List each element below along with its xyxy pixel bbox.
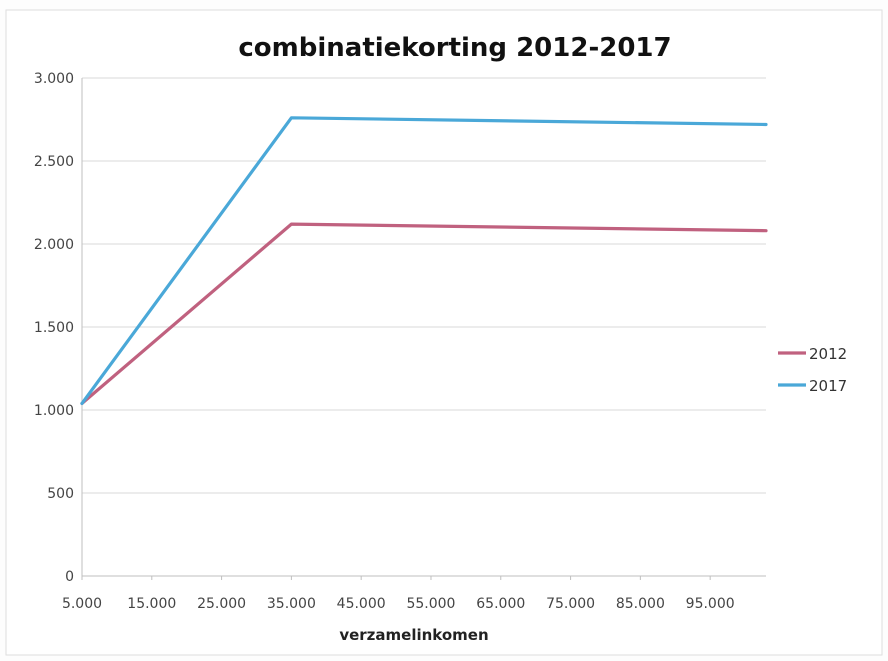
y-tick-label: 2.000 bbox=[34, 237, 74, 253]
axes bbox=[81, 78, 766, 580]
chart-title: combinatiekorting 2012-2017 bbox=[238, 33, 671, 63]
legend-label-2017: 2017 bbox=[809, 377, 847, 395]
y-tick-label: 0 bbox=[65, 569, 74, 585]
x-tick-label: 75.000 bbox=[546, 596, 595, 612]
x-tick-label: 65.000 bbox=[476, 596, 525, 612]
x-tick-label: 45.000 bbox=[337, 596, 386, 612]
series-line-2012 bbox=[80, 222, 768, 405]
x-tick-label: 25.000 bbox=[197, 596, 246, 612]
gridlines bbox=[82, 77, 766, 577]
y-tick-label: 500 bbox=[47, 486, 74, 502]
y-tick-label: 1.000 bbox=[34, 403, 74, 419]
y-tick-label: 3.000 bbox=[34, 71, 74, 87]
series-line-2017 bbox=[80, 116, 768, 405]
x-tick-label: 55.000 bbox=[406, 596, 455, 612]
y-tick-label: 1.500 bbox=[34, 320, 74, 336]
x-tick-label: 95.000 bbox=[686, 596, 735, 612]
legend-label-2012: 2012 bbox=[809, 345, 847, 363]
y-tick-label: 2.500 bbox=[34, 154, 74, 170]
series-lines bbox=[80, 116, 768, 405]
legend: 2012 2017 bbox=[778, 345, 847, 395]
x-axis-label: verzamelinkomen bbox=[339, 626, 488, 644]
chart-frame bbox=[5, 9, 883, 656]
x-tick-label: 5.000 bbox=[62, 596, 102, 612]
tick-labels: 0 500 1.000 1.500 2.000 2.500 3.000 5.000 15.000… bbox=[34, 71, 735, 612]
x-tick-label: 15.000 bbox=[127, 596, 176, 612]
x-tick-label: 85.000 bbox=[616, 596, 665, 612]
x-tick-label: 35.000 bbox=[267, 596, 316, 612]
